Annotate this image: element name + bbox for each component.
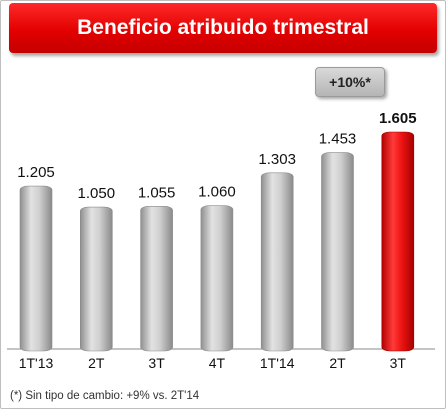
data-label-5: 1.303 <box>258 151 296 168</box>
category-label-6: 2T <box>329 355 346 371</box>
category-label-4: 4T <box>209 355 226 371</box>
category-label-2: 2T <box>88 355 105 371</box>
data-label-2: 1.050 <box>78 185 116 202</box>
chart-title: Beneficio atribuido trimestral <box>9 3 437 53</box>
bar-2 <box>80 206 113 352</box>
bar-5 <box>260 172 294 352</box>
footnote: (*) Sin tipo de cambio: +9% vs. 2T'14 <box>10 390 200 402</box>
bar-6 <box>321 152 354 352</box>
bar-7 <box>381 131 415 352</box>
category-label-3: 3T <box>148 355 165 371</box>
bar-3 <box>140 206 173 352</box>
data-label-7: 1.605 <box>379 110 417 127</box>
data-label-6: 1.453 <box>319 131 357 148</box>
category-label-7: 3T <box>390 355 407 371</box>
data-label-1: 1.205 <box>17 164 55 181</box>
category-label-1: 1T'13 <box>19 355 54 371</box>
growth-badge: +10%* <box>315 67 385 97</box>
data-label-4: 1.060 <box>198 184 236 201</box>
data-label-3: 1.055 <box>138 184 176 201</box>
category-label-5: 1T'14 <box>260 355 295 371</box>
bar-1 <box>19 185 53 352</box>
bar-4 <box>200 205 234 352</box>
